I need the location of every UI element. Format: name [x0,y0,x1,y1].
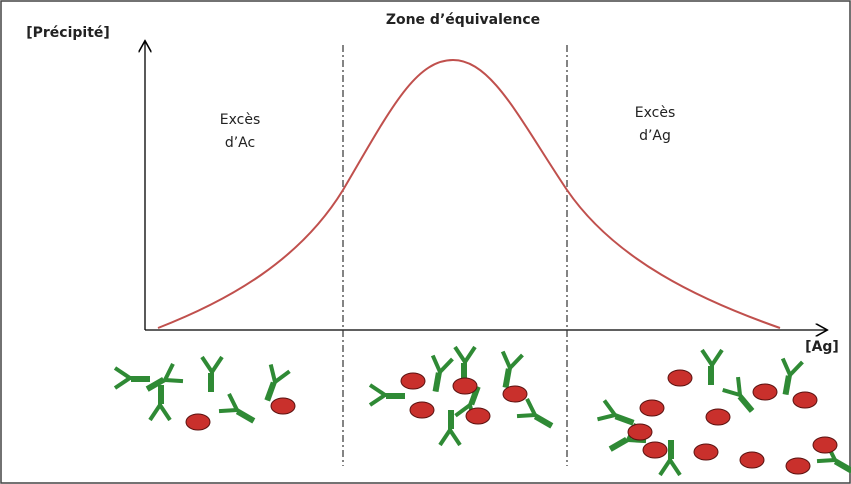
zone-label: d’Ac [225,135,255,151]
antibody [774,356,805,399]
antigen [270,397,296,415]
antibody [494,349,525,392]
precipitation-curve [157,58,781,329]
zone-label: Excès [220,112,261,128]
title: Zone d’équivalence [386,12,540,28]
antigen [792,391,818,409]
antigen [465,407,491,425]
antigen [812,436,838,454]
antibody [148,383,172,422]
antigen [693,443,719,461]
antigen [739,451,765,469]
antibody [700,348,724,387]
antigen [752,383,778,401]
antibody [217,391,262,431]
antigen [502,385,528,403]
antigen [785,457,811,475]
antigen [185,413,211,431]
x-axis-label: [Ag] [805,339,839,355]
antigen [639,399,665,417]
molecules [113,345,851,481]
antigen [627,423,653,441]
antigen [409,401,435,419]
antigen [452,377,478,395]
antibody [200,355,224,394]
antibody [113,366,152,390]
zone-label: d’Ag [639,128,671,144]
y-axis-label: [Précipité] [26,25,110,41]
antigen [400,372,426,390]
antibody [515,396,560,436]
antigen [667,369,693,387]
antibody [424,353,455,396]
antigen [705,408,731,426]
antibody [368,383,407,407]
antigen [642,441,668,459]
zone-label: Excès [635,105,676,121]
antibody [453,345,477,384]
